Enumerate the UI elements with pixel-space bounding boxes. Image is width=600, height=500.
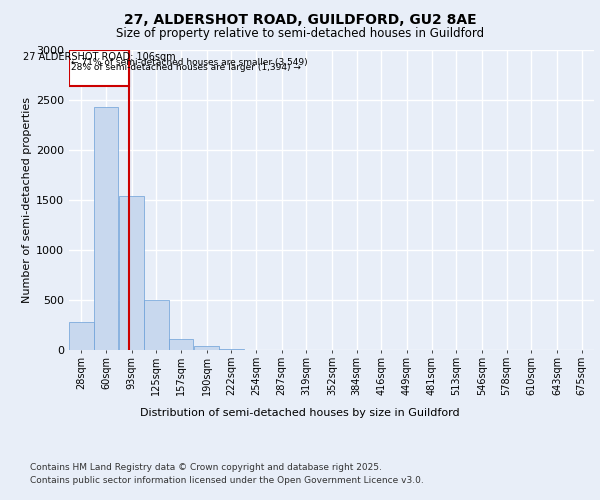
Text: Distribution of semi-detached houses by size in Guildford: Distribution of semi-detached houses by …	[140, 408, 460, 418]
Bar	[169, 339, 193, 350]
Text: Contains public sector information licensed under the Open Government Licence v3: Contains public sector information licen…	[30, 476, 424, 485]
Bar	[94, 107, 118, 350]
Bar	[119, 196, 144, 350]
Bar	[144, 300, 169, 350]
Text: 27 ALDERSHOT ROAD: 106sqm: 27 ALDERSHOT ROAD: 106sqm	[23, 52, 175, 62]
Y-axis label: Number of semi-detached properties: Number of semi-detached properties	[22, 97, 32, 303]
Bar	[219, 349, 244, 350]
Text: ← 71% of semi-detached houses are smaller (3,549): ← 71% of semi-detached houses are smalle…	[71, 58, 307, 67]
Text: 28% of semi-detached houses are larger (1,394) →: 28% of semi-detached houses are larger (…	[71, 63, 301, 72]
Text: Size of property relative to semi-detached houses in Guildford: Size of property relative to semi-detach…	[116, 28, 484, 40]
Bar	[69, 322, 94, 350]
Text: Contains HM Land Registry data © Crown copyright and database right 2025.: Contains HM Land Registry data © Crown c…	[30, 462, 382, 471]
Bar	[69, 50, 130, 86]
Bar	[194, 346, 219, 350]
Text: 27, ALDERSHOT ROAD, GUILDFORD, GU2 8AE: 27, ALDERSHOT ROAD, GUILDFORD, GU2 8AE	[124, 12, 476, 26]
